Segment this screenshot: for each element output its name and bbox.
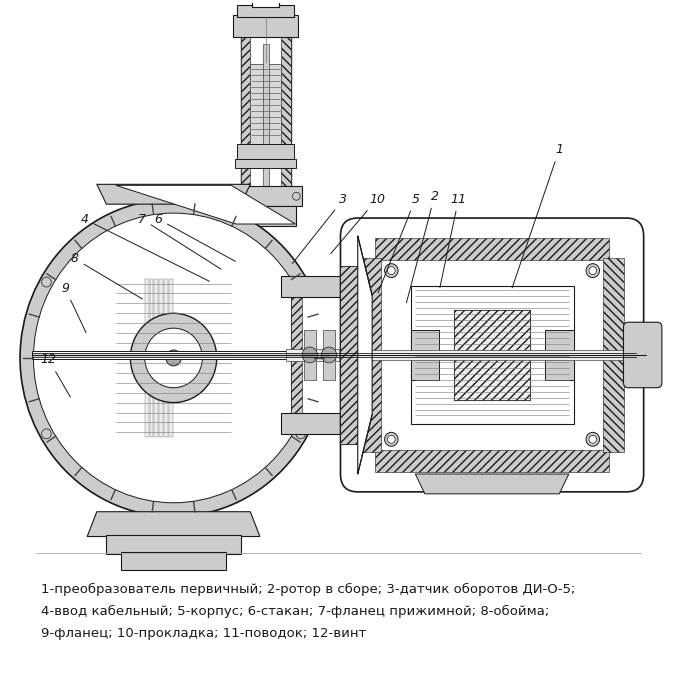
Bar [454, 310, 531, 400]
Bar [454, 310, 531, 400]
Bar [32, 351, 329, 359]
Circle shape [296, 429, 305, 439]
Bar [251, 64, 281, 144]
Circle shape [166, 350, 181, 366]
Bar [375, 450, 609, 472]
Circle shape [296, 277, 305, 287]
Bar [121, 552, 226, 570]
Bar [410, 330, 440, 380]
Circle shape [340, 347, 356, 363]
Circle shape [293, 193, 300, 200]
Bar [164, 279, 168, 438]
Bar [286, 349, 372, 361]
Polygon shape [116, 186, 295, 224]
Bar [252, 0, 279, 7]
Bar [251, 17, 281, 64]
Bar [229, 186, 302, 206]
Circle shape [41, 429, 51, 439]
Bar [340, 266, 358, 444]
Bar [300, 305, 358, 405]
Polygon shape [88, 512, 260, 536]
Text: 1-преобразователь первичный; 2-ротор в сборе; 3-датчик оборотов ДИ-О-5;: 1-преобразователь первичный; 2-ротор в с… [41, 583, 575, 596]
Bar [339, 350, 645, 360]
Bar [262, 44, 269, 211]
Bar [290, 295, 368, 414]
Text: 4-ввод кабельный; 5-корпус; 6-стакан; 7-фланец прижимной; 8-обойма;: 4-ввод кабельный; 5-корпус; 6-стакан; 7-… [41, 605, 550, 618]
Circle shape [231, 193, 239, 200]
Bar [281, 412, 377, 434]
Text: 9-фланец; 10-прокладка; 11-поводок; 12-винт: 9-фланец; 10-прокладка; 11-поводок; 12-в… [41, 626, 366, 640]
Bar [281, 276, 377, 298]
FancyBboxPatch shape [624, 322, 662, 388]
Bar [106, 535, 241, 554]
Bar [237, 5, 295, 17]
Circle shape [302, 347, 318, 363]
Polygon shape [415, 474, 569, 494]
Bar [545, 330, 573, 380]
Text: 4: 4 [80, 213, 209, 281]
Bar [235, 158, 296, 169]
Text: 8: 8 [71, 252, 142, 299]
Bar [169, 279, 173, 438]
Circle shape [589, 267, 596, 274]
Text: 11: 11 [440, 193, 466, 288]
Text: 3: 3 [293, 193, 347, 263]
Circle shape [34, 213, 314, 503]
Circle shape [589, 435, 596, 443]
Text: 5: 5 [378, 193, 419, 293]
Circle shape [20, 199, 327, 517]
Text: 7: 7 [138, 213, 221, 269]
Bar [410, 286, 573, 424]
Bar [603, 258, 624, 452]
Text: 1: 1 [512, 143, 564, 288]
Circle shape [388, 435, 395, 443]
Bar [145, 279, 148, 438]
Bar [233, 15, 298, 36]
Circle shape [384, 264, 398, 278]
Bar [304, 330, 316, 380]
Bar [241, 15, 290, 216]
Bar [241, 17, 251, 214]
Text: 2: 2 [407, 190, 438, 302]
Bar [281, 17, 290, 214]
Bar [290, 295, 302, 414]
Bar [375, 238, 609, 260]
Bar [356, 295, 368, 414]
Circle shape [41, 277, 51, 287]
Circle shape [384, 433, 398, 446]
Bar [155, 279, 158, 438]
Text: 10: 10 [331, 193, 385, 253]
Bar [150, 279, 153, 438]
Bar [235, 206, 296, 226]
Circle shape [586, 264, 599, 278]
Polygon shape [358, 236, 372, 474]
Circle shape [388, 267, 395, 274]
Bar [237, 144, 295, 158]
Circle shape [130, 314, 217, 402]
Bar [323, 330, 335, 380]
Bar [360, 258, 381, 452]
Bar [159, 279, 163, 438]
Circle shape [321, 347, 337, 363]
Circle shape [145, 328, 202, 388]
Circle shape [586, 433, 599, 446]
Bar [342, 330, 354, 380]
Text: 6: 6 [154, 213, 235, 261]
Text: 9: 9 [61, 282, 86, 332]
FancyBboxPatch shape [340, 218, 643, 492]
Text: 12: 12 [41, 354, 71, 397]
Polygon shape [97, 184, 251, 204]
